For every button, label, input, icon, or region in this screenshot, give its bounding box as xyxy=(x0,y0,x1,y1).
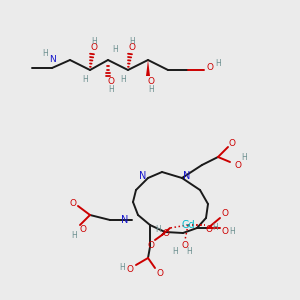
Text: O: O xyxy=(91,44,98,52)
Text: O: O xyxy=(206,64,214,73)
Text: O: O xyxy=(128,44,136,52)
Text: H: H xyxy=(119,262,125,272)
Text: H: H xyxy=(42,50,48,58)
Text: H: H xyxy=(91,37,97,46)
Text: N: N xyxy=(139,171,147,181)
Text: O: O xyxy=(163,229,170,238)
Text: O: O xyxy=(148,77,154,86)
Text: O: O xyxy=(70,199,76,208)
Text: O: O xyxy=(229,140,236,148)
Text: O: O xyxy=(80,226,86,235)
Text: O: O xyxy=(206,226,212,235)
Text: H: H xyxy=(155,226,161,235)
Text: N: N xyxy=(49,56,56,64)
Text: N: N xyxy=(183,171,191,181)
Text: H: H xyxy=(172,248,178,256)
Text: Gd: Gd xyxy=(181,220,195,230)
Text: H: H xyxy=(241,152,247,161)
Text: H: H xyxy=(229,227,235,236)
Text: O: O xyxy=(107,77,115,86)
Text: O: O xyxy=(127,265,134,274)
Text: H: H xyxy=(120,76,126,85)
Text: H: H xyxy=(148,85,154,94)
Text: H: H xyxy=(129,37,135,46)
Text: O: O xyxy=(221,227,229,236)
Text: H: H xyxy=(82,76,88,85)
Text: H: H xyxy=(108,85,114,94)
Text: O: O xyxy=(148,242,154,250)
Text: O: O xyxy=(221,209,229,218)
Text: H: H xyxy=(215,58,221,68)
Text: H: H xyxy=(71,230,77,239)
Text: H: H xyxy=(186,248,192,256)
Text: O: O xyxy=(182,241,188,250)
Polygon shape xyxy=(146,60,150,76)
Text: O: O xyxy=(157,268,164,278)
Text: H: H xyxy=(112,46,118,55)
Text: H: H xyxy=(212,223,218,232)
Text: O: O xyxy=(235,160,242,169)
Text: N: N xyxy=(121,215,129,225)
